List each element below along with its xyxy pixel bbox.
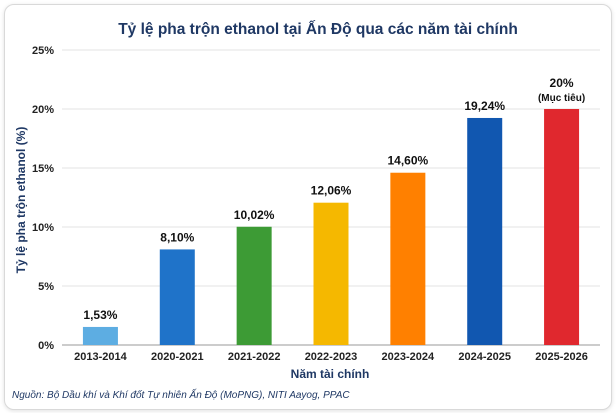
x-tick-label: 2024-2025: [458, 351, 511, 363]
data-label: 8,10%: [160, 230, 194, 244]
x-axis-title: Năm tài chính: [291, 367, 370, 381]
y-tick-label: 0%: [38, 340, 54, 352]
y-tick-label: 15%: [32, 163, 54, 175]
bars: [82, 109, 580, 345]
bar: [544, 109, 580, 345]
x-tick-label: 2022-2023: [305, 351, 358, 363]
data-label: 1,53%: [83, 308, 117, 322]
bar: [467, 117, 503, 345]
data-label: 19,24%: [464, 99, 505, 113]
x-tick-label: 2020-2021: [151, 351, 204, 363]
y-tick-label: 5%: [38, 281, 54, 293]
data-label: 14,60%: [388, 154, 429, 168]
y-axis-title: Tỷ lệ pha trộn ethanol (%): [14, 127, 28, 274]
data-sublabel: (Mục tiêu): [538, 93, 585, 104]
chart-title: Tỷ lệ pha trộn ethanol tại Ấn Độ qua các…: [118, 21, 518, 38]
x-tick-label: 2021-2022: [228, 351, 281, 363]
data-labels: 1,53% 8,10% 10,02% 12,06% 14,60% 19,24% 20% (Mụ…: [83, 76, 585, 322]
bar: [159, 249, 195, 345]
bar: [236, 226, 272, 345]
y-axis-ticks: 0% 5% 10% 15% 20% 25%: [32, 45, 54, 352]
bar: [390, 172, 426, 345]
y-tick-label: 10%: [32, 222, 54, 234]
bar: [313, 202, 349, 345]
data-label: 20%: [550, 76, 574, 90]
x-tick-label: 2013-2014: [74, 351, 127, 363]
x-tick-label: 2025-2026: [535, 351, 588, 363]
data-label: 10,02%: [234, 208, 275, 222]
x-axis-ticks: 2013-2014 2020-2021 2021-2022 2022-2023 2023…: [74, 351, 588, 363]
x-tick-label: 2023-2024: [382, 351, 435, 363]
y-tick-label: 25%: [32, 45, 54, 57]
y-tick-label: 20%: [32, 104, 54, 116]
source-note: Nguồn: Bộ Dầu khí và Khí đốt Tự nhiên Ấn…: [12, 388, 350, 401]
bar: [82, 326, 118, 345]
data-label: 12,06%: [311, 184, 352, 198]
